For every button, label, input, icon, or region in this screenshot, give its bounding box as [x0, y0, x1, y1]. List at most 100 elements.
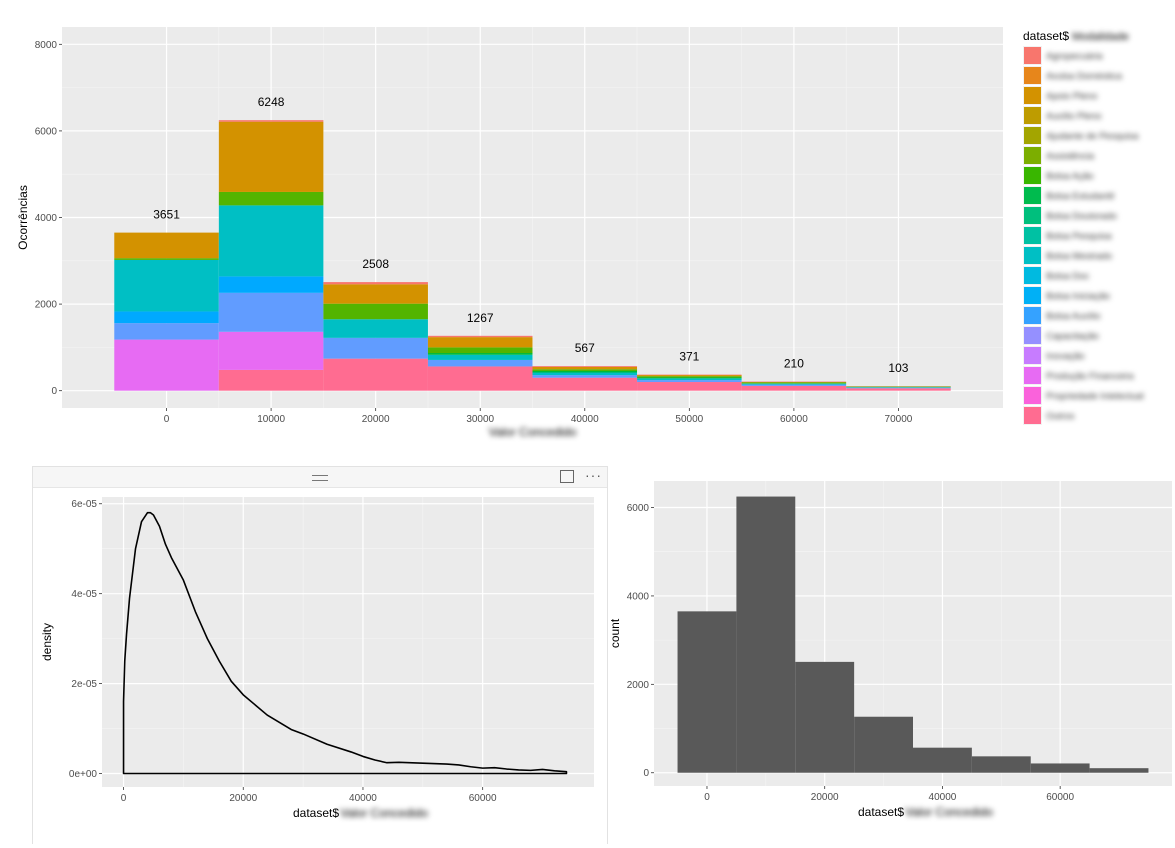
x-axis-label: Valor Concedido	[489, 425, 577, 439]
y-axis-label: density	[40, 623, 54, 661]
x-tick-label: 20000	[229, 793, 257, 804]
bar-segment	[428, 366, 533, 390]
legend-swatch	[1024, 147, 1041, 164]
bar-segment	[114, 311, 219, 323]
bar-segment	[637, 380, 742, 382]
legend-label: Assistência	[1046, 151, 1095, 162]
legend-swatch	[1024, 387, 1041, 404]
legend-label: Agropecuária	[1046, 51, 1103, 62]
bar-segment	[219, 120, 324, 122]
legend-swatch	[1024, 87, 1041, 104]
bar-segment	[846, 388, 951, 389]
histogram-bar	[678, 611, 737, 772]
legend-swatch	[1024, 227, 1041, 244]
bar-segment	[323, 338, 428, 359]
histogram-bar	[736, 497, 795, 773]
histogram-bar	[795, 662, 854, 773]
bar-segment	[428, 360, 533, 366]
x-axis-label-field: Valor Concedido	[905, 805, 993, 819]
legend-swatch	[1024, 347, 1041, 364]
legend-swatch	[1024, 127, 1041, 144]
bar-segment	[533, 367, 638, 369]
x-tick-label: 60000	[1046, 792, 1074, 803]
bar-total-label: 2508	[362, 257, 389, 271]
bar-segment	[114, 233, 219, 259]
legend-label: Propriedade Intelectual	[1046, 391, 1144, 402]
bar-segment	[323, 304, 428, 320]
bar-segment	[219, 122, 324, 192]
x-tick-label: 10000	[257, 414, 285, 425]
bar-segment	[428, 355, 533, 360]
x-tick-label: 40000	[929, 792, 957, 803]
x-axis-label-prefix: dataset$	[858, 805, 904, 819]
x-tick-label: 20000	[362, 414, 390, 425]
bar-total-label: 371	[679, 350, 699, 364]
histogram-bar	[1031, 763, 1090, 772]
x-axis-label: dataset$Valor Concedido	[293, 806, 428, 820]
x-tick-label: 0	[121, 793, 127, 804]
bar-segment	[219, 192, 324, 205]
y-axis-label: Ocorrências	[16, 185, 30, 250]
bar-segment	[533, 369, 638, 371]
histogram-bar	[972, 756, 1031, 772]
bar-total-label: 103	[888, 361, 908, 375]
bar-total-label: 6248	[258, 95, 285, 109]
y-tick-label: 6000	[35, 126, 58, 137]
legend-swatch	[1024, 187, 1041, 204]
y-axis-label: count	[608, 618, 622, 648]
more-options-icon[interactable]: ···	[585, 467, 603, 485]
y-tick-label: 2000	[627, 680, 650, 691]
bar-segment	[114, 323, 219, 339]
bar-segment	[533, 372, 638, 375]
legend-label: Ajudante de Pesquisa	[1046, 131, 1139, 142]
x-axis-label-field: Valor Concedido	[340, 806, 428, 820]
bar-segment	[637, 375, 742, 376]
bar-segment	[637, 377, 742, 378]
x-axis-label: dataset$Valor Concedido	[858, 805, 993, 819]
legend-label: Bolsa Doutorado	[1046, 211, 1117, 222]
legend-title-field: Modalidade	[1072, 31, 1129, 43]
bar-segment	[533, 375, 638, 378]
bar-segment	[323, 319, 428, 338]
visual-header: ···	[33, 467, 607, 488]
legend-label: Apoio Pleno	[1046, 91, 1097, 102]
legend-swatch	[1024, 167, 1041, 184]
focus-mode-icon[interactable]	[560, 470, 574, 483]
bar-segment	[219, 370, 324, 391]
legend-label: Capacitação	[1046, 331, 1099, 342]
bar-segment	[114, 260, 219, 312]
legend-label: Bolsa Estudantil	[1046, 191, 1114, 202]
bar-segment	[742, 386, 847, 391]
bar-segment	[637, 382, 742, 391]
x-tick-label: 40000	[571, 414, 599, 425]
legend-label: Bolsa Doc	[1046, 271, 1090, 282]
bar-total-label: 567	[575, 341, 595, 355]
bar-segment	[742, 384, 847, 385]
x-tick-label: 0	[704, 792, 710, 803]
bar-segment	[219, 293, 324, 332]
y-tick-label: 8000	[35, 40, 58, 51]
histogram-bar	[1090, 768, 1149, 773]
legend-label: Bolsa Pesquisa	[1046, 231, 1112, 242]
legend-swatch	[1024, 367, 1041, 384]
histogram-bar	[854, 717, 913, 773]
bar-segment	[533, 366, 638, 367]
legend-swatch	[1024, 327, 1041, 344]
y-tick-label: 0e+00	[69, 769, 98, 780]
legend-label: Bolsa Ação	[1046, 171, 1094, 182]
legend-label: Auxílio Pleno	[1046, 111, 1101, 122]
bar-segment	[637, 376, 742, 377]
x-tick-label: 0	[164, 414, 170, 425]
bar-total-label: 1267	[467, 311, 494, 325]
drag-handle-icon[interactable]	[312, 475, 328, 481]
bar-segment	[533, 378, 638, 391]
bar-segment	[742, 385, 847, 386]
legend-label: Outros	[1046, 411, 1075, 422]
legend-swatch	[1024, 247, 1041, 264]
